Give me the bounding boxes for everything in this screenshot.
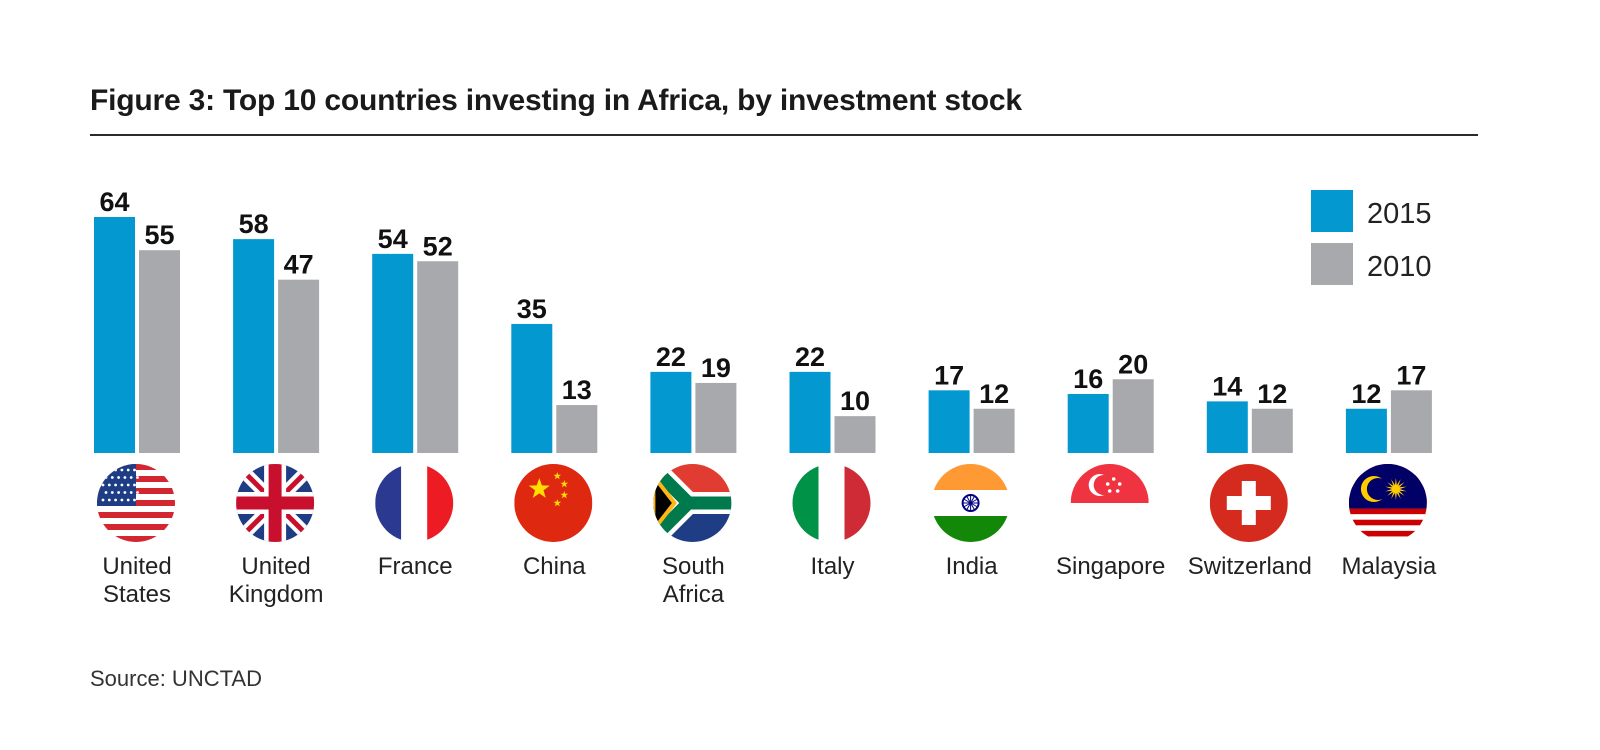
chart-title: Figure 3: Top 10 countries investing in … xyxy=(90,84,1022,117)
value-label-2010-2: 52 xyxy=(423,231,453,261)
category-label-7: Singapore xyxy=(1056,553,1165,580)
bar-2010-2 xyxy=(417,261,459,453)
value-label-2015-1: 58 xyxy=(239,209,269,239)
legend: 2015 2010 xyxy=(1311,190,1432,285)
us-flag-icon xyxy=(97,464,175,542)
value-label-2015-5: 22 xyxy=(795,342,825,372)
china-flag-icon xyxy=(514,464,593,542)
italy-flag-icon xyxy=(792,464,871,542)
legend-label-2015: 2015 xyxy=(1367,198,1432,230)
category-label-4: South Africa xyxy=(662,553,725,608)
malaysia-flag-icon xyxy=(1348,464,1427,542)
bar-2015-8 xyxy=(1206,401,1248,453)
value-label-2015-3: 35 xyxy=(517,294,547,324)
bar-2010-6 xyxy=(973,408,1015,453)
value-label-2010-0: 55 xyxy=(144,220,174,250)
bar-2015-0 xyxy=(94,217,135,453)
bar-2015-6 xyxy=(928,390,970,453)
south-africa-flag-icon xyxy=(653,464,732,542)
bar-2015-4 xyxy=(650,371,692,453)
bar-2015-3 xyxy=(511,323,553,453)
singapore-flag-icon xyxy=(1070,464,1149,542)
bars-layer xyxy=(94,217,1432,453)
bar-2015-1 xyxy=(233,239,275,453)
bar-2010-9 xyxy=(1390,390,1432,453)
bar-2015-7 xyxy=(1067,394,1109,453)
value-label-2015-7: 16 xyxy=(1073,364,1103,394)
value-label-2015-8: 14 xyxy=(1212,371,1242,401)
value-labels-layer: 64 55 58 47 54 52 35 13 22 19 22 10 17 12 16 20 14 12 12 17 xyxy=(99,187,1426,416)
uk-flag-icon xyxy=(236,464,315,542)
bar-2010-3 xyxy=(556,405,598,453)
category-label-0: United States xyxy=(102,553,171,608)
title-divider xyxy=(90,134,1478,136)
category-label-3: China xyxy=(523,553,586,580)
value-label-2015-4: 22 xyxy=(656,342,686,372)
value-label-2015-9: 12 xyxy=(1351,379,1381,409)
bar-2010-1 xyxy=(278,279,320,453)
bar-2010-7 xyxy=(1112,379,1154,453)
category-label-8: Switzerland xyxy=(1188,553,1312,580)
switzerland-flag-icon xyxy=(1209,464,1288,542)
value-label-2010-3: 13 xyxy=(562,375,592,405)
category-label-5: Italy xyxy=(810,553,854,580)
source-note: Source: UNCTAD xyxy=(90,666,262,691)
value-label-2015-2: 54 xyxy=(378,224,408,254)
france-flag-icon xyxy=(375,464,454,542)
value-label-2010-7: 20 xyxy=(1118,349,1148,379)
india-flag-icon xyxy=(931,464,1010,542)
bar-2015-5 xyxy=(789,371,831,453)
legend-label-2010: 2010 xyxy=(1367,251,1432,283)
category-label-6: India xyxy=(946,553,999,580)
value-label-2010-5: 10 xyxy=(840,386,870,416)
value-label-2010-9: 17 xyxy=(1396,360,1426,390)
category-label-1: United Kingdom xyxy=(229,553,324,608)
value-label-2015-0: 64 xyxy=(99,187,129,217)
flags-layer xyxy=(97,464,1427,542)
value-label-2010-4: 19 xyxy=(701,353,731,383)
legend-swatch-2010 xyxy=(1311,243,1353,285)
category-label-9: Malaysia xyxy=(1342,553,1437,580)
bar-2010-5 xyxy=(834,416,876,453)
bar-2010-4 xyxy=(695,382,737,453)
legend-swatch-2015 xyxy=(1311,190,1353,232)
category-labels-layer: United States United Kingdom France China Sout… xyxy=(102,553,1437,608)
value-label-2015-6: 17 xyxy=(934,360,964,390)
value-label-2010-1: 47 xyxy=(284,250,314,280)
bar-2015-2 xyxy=(372,253,414,453)
bar-2010-8 xyxy=(1251,408,1293,453)
value-label-2010-8: 12 xyxy=(1257,379,1287,409)
value-label-2010-6: 12 xyxy=(979,379,1009,409)
bar-2010-0 xyxy=(139,250,180,453)
category-label-2: France xyxy=(378,553,453,580)
bar-2015-9 xyxy=(1345,408,1387,453)
